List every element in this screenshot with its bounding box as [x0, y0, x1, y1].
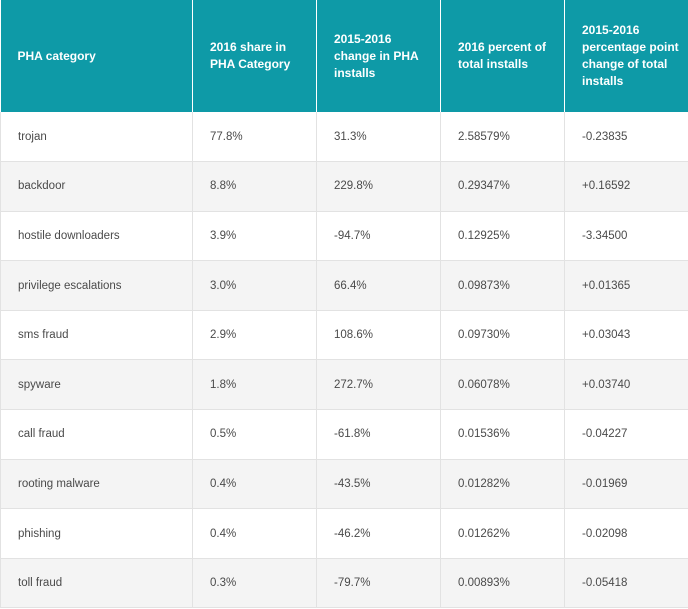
header-change-in-installs: 2015-2016 change in PHA installs: [316, 0, 441, 112]
cell-change: 229.8%: [316, 161, 441, 212]
cell-percent-total: 0.12925%: [440, 211, 565, 262]
table-row: trojan 77.8% 31.3% 2.58579% -0.23835: [0, 112, 688, 163]
cell-change: -46.2%: [316, 508, 441, 559]
cell-point-change: +0.01365: [564, 260, 688, 311]
cell-percent-total: 0.01282%: [440, 459, 565, 510]
cell-percent-total: 0.06078%: [440, 359, 565, 411]
cell-share: 0.3%: [192, 558, 317, 609]
table-row: call fraud 0.5% -61.8% 0.01536% -0.04227: [0, 409, 688, 460]
cell-category: hostile downloaders: [0, 211, 193, 262]
cell-point-change: -3.34500: [564, 211, 688, 262]
cell-category: toll fraud: [0, 558, 193, 609]
cell-percent-total: 0.01262%: [440, 508, 565, 559]
cell-change: 66.4%: [316, 260, 441, 311]
cell-change: 272.7%: [316, 359, 441, 411]
cell-category: trojan: [0, 112, 193, 163]
cell-change: -79.7%: [316, 558, 441, 609]
cell-point-change: +0.03043: [564, 310, 688, 361]
cell-share: 2.9%: [192, 310, 317, 361]
cell-share: 8.8%: [192, 161, 317, 212]
cell-share: 77.8%: [192, 112, 317, 163]
cell-point-change: -0.05418: [564, 558, 688, 609]
cell-category: phishing: [0, 508, 193, 559]
cell-share: 0.4%: [192, 459, 317, 510]
cell-change: 108.6%: [316, 310, 441, 361]
cell-share: 0.5%: [192, 409, 317, 460]
header-pha-category: PHA category: [0, 0, 193, 112]
cell-percent-total: 0.09873%: [440, 260, 565, 311]
cell-change: -61.8%: [316, 409, 441, 460]
cell-category: sms fraud: [0, 310, 193, 361]
header-row: PHA category 2016 share in PHA Category …: [0, 0, 688, 112]
cell-category: backdoor: [0, 161, 193, 212]
cell-category: rooting malware: [0, 459, 193, 510]
header-percent-total-installs: 2016 percent of total installs: [440, 0, 565, 112]
cell-change: 31.3%: [316, 112, 441, 163]
table-body: trojan 77.8% 31.3% 2.58579% -0.23835 bac…: [0, 112, 688, 609]
cell-share: 3.0%: [192, 260, 317, 311]
cell-point-change: +0.03740: [564, 359, 688, 411]
cell-share: 0.4%: [192, 508, 317, 559]
cell-share: 1.8%: [192, 359, 317, 411]
cell-share: 3.9%: [192, 211, 317, 262]
table-row: rooting malware 0.4% -43.5% 0.01282% -0.…: [0, 459, 688, 510]
cell-change: -43.5%: [316, 459, 441, 510]
cell-percent-total: 0.09730%: [440, 310, 565, 361]
table-header: PHA category 2016 share in PHA Category …: [0, 0, 688, 112]
cell-category: spyware: [0, 359, 193, 411]
cell-category: call fraud: [0, 409, 193, 460]
cell-percent-total: 0.01536%: [440, 409, 565, 460]
table-row: privilege escalations 3.0% 66.4% 0.09873…: [0, 260, 688, 311]
table-row: spyware 1.8% 272.7% 0.06078% +0.03740: [0, 359, 688, 411]
cell-point-change: -0.02098: [564, 508, 688, 559]
cell-category: privilege escalations: [0, 260, 193, 311]
cell-point-change: -0.01969: [564, 459, 688, 510]
header-percentage-point-change: 2015-2016 percentage point change of tot…: [564, 0, 688, 112]
table-row: backdoor 8.8% 229.8% 0.29347% +0.16592: [0, 161, 688, 212]
cell-change: -94.7%: [316, 211, 441, 262]
table-row: hostile downloaders 3.9% -94.7% 0.12925%…: [0, 211, 688, 262]
cell-percent-total: 0.29347%: [440, 161, 565, 212]
header-2016-share: 2016 share in PHA Category: [192, 0, 317, 112]
cell-point-change: -0.04227: [564, 409, 688, 460]
cell-point-change: +0.16592: [564, 161, 688, 212]
cell-percent-total: 2.58579%: [440, 112, 565, 163]
table-row: sms fraud 2.9% 108.6% 0.09730% +0.03043: [0, 310, 688, 361]
table-row: phishing 0.4% -46.2% 0.01262% -0.02098: [0, 508, 688, 559]
cell-percent-total: 0.00893%: [440, 558, 565, 609]
cell-point-change: -0.23835: [564, 112, 688, 163]
table-row: toll fraud 0.3% -79.7% 0.00893% -0.05418: [0, 558, 688, 609]
